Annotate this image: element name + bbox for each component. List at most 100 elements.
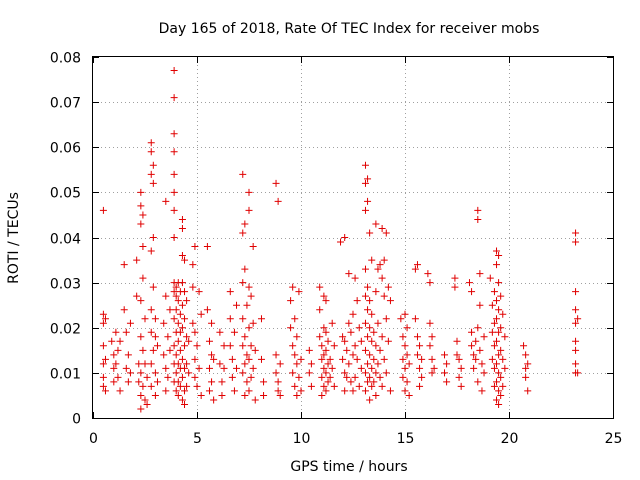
data-point — [522, 351, 530, 359]
data-point — [247, 342, 255, 350]
data-point — [493, 396, 501, 404]
data-point — [147, 170, 155, 178]
data-point — [137, 202, 145, 210]
data-point — [141, 360, 149, 368]
data-point — [495, 400, 503, 408]
data-point — [124, 351, 132, 359]
data-point — [403, 324, 411, 332]
data-point — [245, 387, 253, 395]
data-point — [316, 333, 324, 341]
data-point — [341, 337, 349, 345]
data-point — [149, 161, 157, 169]
data-point — [137, 188, 145, 196]
data-point — [443, 360, 451, 368]
data-point — [368, 382, 376, 390]
data-point — [495, 306, 503, 314]
data-point — [178, 279, 186, 287]
data-point — [468, 288, 476, 296]
data-point — [457, 382, 465, 390]
data-point — [322, 387, 330, 395]
data-point — [364, 378, 372, 386]
data-point — [497, 292, 505, 300]
data-point — [374, 319, 382, 327]
data-point — [574, 369, 582, 377]
data-point — [378, 382, 386, 390]
data-point — [572, 360, 580, 368]
data-point — [368, 256, 376, 264]
data-point — [501, 333, 509, 341]
data-point — [349, 351, 357, 359]
data-point — [153, 378, 161, 386]
data-point — [233, 364, 241, 372]
data-point — [497, 373, 505, 381]
data-point — [524, 360, 532, 368]
data-point — [205, 364, 213, 372]
y-axis-label: ROTI / TECUs — [6, 192, 22, 284]
data-point — [370, 378, 378, 386]
data-point — [191, 243, 199, 251]
data-point — [326, 355, 334, 363]
data-point — [572, 238, 580, 246]
data-point — [380, 355, 388, 363]
data-point — [137, 220, 145, 228]
data-point — [239, 279, 247, 287]
data-point — [181, 315, 189, 323]
data-point — [216, 360, 224, 368]
data-point — [170, 94, 178, 102]
y-tick-label: 0.07 — [50, 96, 81, 112]
data-point — [413, 351, 421, 359]
data-point — [208, 351, 216, 359]
data-point — [341, 387, 349, 395]
data-point — [120, 306, 128, 314]
data-point — [297, 387, 305, 395]
data-point — [143, 400, 151, 408]
data-point — [239, 170, 247, 178]
data-point — [472, 355, 480, 363]
data-point — [349, 310, 357, 318]
data-point — [337, 238, 345, 246]
data-point — [361, 319, 369, 327]
data-point — [178, 301, 186, 309]
data-point — [183, 333, 191, 341]
data-point — [120, 261, 128, 269]
data-point — [370, 355, 378, 363]
data-point — [361, 265, 369, 273]
data-point — [376, 346, 384, 354]
data-point — [243, 301, 251, 309]
data-point — [403, 351, 411, 359]
data-point — [147, 247, 155, 255]
data-point — [474, 215, 482, 223]
data-point — [320, 351, 328, 359]
data-point — [451, 274, 459, 282]
data-point — [203, 243, 211, 251]
data-point — [178, 373, 186, 381]
data-point — [293, 333, 301, 341]
data-point — [361, 346, 369, 354]
data-point — [376, 373, 384, 381]
data-point — [178, 324, 186, 332]
data-point — [339, 333, 347, 341]
data-point — [99, 373, 107, 381]
data-point — [318, 342, 326, 350]
data-point — [141, 396, 149, 404]
data-point — [343, 346, 351, 354]
data-point — [181, 400, 189, 408]
y-tick-label: 0 — [72, 412, 81, 428]
data-point — [101, 355, 109, 363]
data-point — [522, 364, 530, 372]
data-point — [318, 373, 326, 381]
data-point — [361, 206, 369, 214]
data-point — [116, 337, 124, 345]
data-point — [147, 360, 155, 368]
data-point — [133, 256, 141, 264]
data-point — [361, 292, 369, 300]
data-point — [172, 283, 180, 291]
data-point — [174, 360, 182, 368]
data-point — [287, 297, 295, 305]
data-point — [170, 170, 178, 178]
data-point — [228, 373, 236, 381]
data-point — [108, 337, 116, 345]
data-point — [220, 364, 228, 372]
data-point — [364, 333, 372, 341]
data-point — [183, 297, 191, 305]
